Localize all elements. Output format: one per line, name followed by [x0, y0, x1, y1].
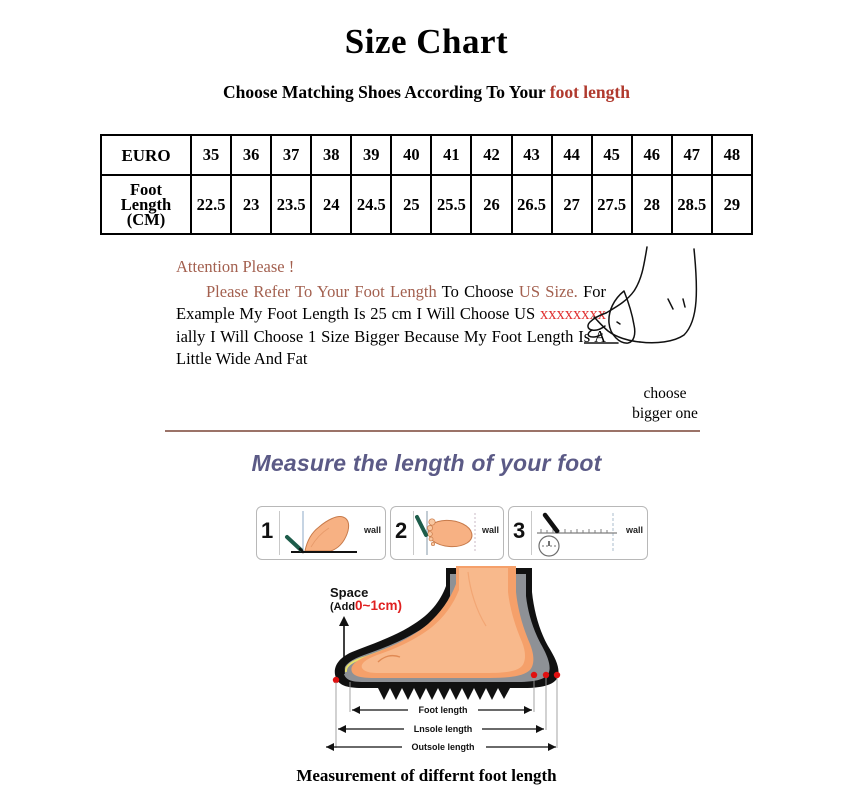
foot-label-line1: Foot — [129, 180, 163, 199]
dimension-label-outsole-length: Outsole length — [412, 742, 475, 752]
measure-step-1: 1 wall — [256, 506, 386, 560]
cm-cell-12: 28.5 — [670, 174, 713, 235]
table-row-euro: EURO 35 36 37 38 39 40 41 42 43 44 45 46… — [100, 134, 754, 176]
step-2-wall-label: wall — [481, 525, 499, 535]
step-1-number: 1 — [261, 518, 274, 543]
dimension-label-insole-length: Lnsole length — [414, 724, 473, 734]
step-2-divider — [413, 511, 415, 555]
attention-seg5: For Example My Foot Length Is 25 cm I Wi… — [176, 281, 607, 324]
attention-heading: Attention Please ! — [176, 257, 295, 276]
cm-cell-1: 23 — [230, 174, 273, 235]
measure-step-2: 2 wall — [390, 506, 504, 560]
measure-steps: 1 wall 2 wall — [256, 506, 648, 560]
foot-in-shoe-diagram: Foot length Lnsole length Outsole length — [318, 562, 598, 758]
euro-cell-2: 37 — [270, 134, 313, 176]
step-1-divider — [279, 511, 281, 555]
size-table-wrapper: EURO 35 36 37 38 39 40 41 42 43 44 45 46… — [100, 134, 754, 235]
table-row-foot-length: Foot Length (CM) 22.5 23 23.5 24 24.5 25… — [100, 174, 754, 235]
choose-caption-line1: choose — [643, 385, 687, 402]
foot-in-shoe-illustration: Foot length Lnsole length Outsole length — [326, 566, 561, 752]
cm-cell-2: 23.5 — [270, 174, 313, 235]
attention-seg2: Foot Length — [354, 281, 437, 301]
choose-caption-line2: bigger one — [632, 405, 698, 422]
euro-cell-5: 40 — [390, 134, 433, 176]
cm-cell-4: 24.5 — [350, 174, 393, 235]
euro-cell-12: 47 — [670, 134, 713, 176]
subtitle-highlight: foot length — [549, 82, 630, 102]
step-1-foot-side-icon — [285, 511, 357, 554]
cm-cell-0: 22.5 — [189, 174, 233, 235]
section-divider — [165, 430, 700, 432]
attention-body: Please Refer To Your Foot Length To Choo… — [176, 281, 606, 371]
cm-cell-11: 28 — [630, 174, 673, 235]
attention-seg7: ially I Will Choose 1 Size Bigger Becaus… — [176, 326, 606, 369]
foot-outline-sketch-icon — [583, 243, 724, 373]
euro-cell-7: 42 — [470, 134, 513, 176]
cm-cell-8: 26.5 — [510, 174, 553, 235]
attention-seg3: To Choose — [436, 281, 519, 301]
step-3-number: 3 — [513, 518, 526, 543]
subtitle-text: Choose Matching Shoes According To Your — [223, 82, 550, 102]
cm-cell-10: 27.5 — [590, 174, 633, 235]
dimension-label-foot-length: Foot length — [419, 705, 468, 715]
space-label-range: 0~1cm) — [355, 598, 402, 613]
euro-cell-4: 39 — [350, 134, 393, 176]
cm-cell-5: 25 — [390, 174, 433, 235]
attention-seg4: US Size. — [518, 281, 578, 301]
step-3-wall-label: wall — [625, 525, 643, 535]
euro-cell-1: 36 — [230, 134, 273, 176]
space-label-add: (Add — [330, 601, 356, 613]
row-header-foot-length: Foot Length (CM) — [100, 174, 192, 235]
step-2-number: 2 — [395, 518, 408, 543]
choose-bigger-caption: choose bigger one — [595, 384, 735, 424]
step-2-foot-top-icon — [415, 511, 476, 555]
euro-cell-10: 45 — [590, 134, 633, 176]
cm-cell-13: 29 — [710, 174, 754, 235]
euro-cell-9: 44 — [550, 134, 593, 176]
row-header-euro: EURO — [100, 134, 192, 176]
cm-cell-6: 25.5 — [430, 174, 473, 235]
attention-seg6: xxxxxxxx — [540, 304, 606, 323]
euro-cell-3: 38 — [310, 134, 353, 176]
page-title: Size Chart — [344, 22, 509, 61]
euro-cell-0: 35 — [189, 134, 233, 176]
step-3-divider — [531, 511, 533, 555]
bottom-caption: Measurement of differnt foot length — [296, 766, 557, 785]
euro-cell-11: 46 — [630, 134, 673, 176]
step-3-ruler-icon — [537, 512, 617, 557]
space-label-line1: Space — [330, 585, 369, 600]
attention-block: Attention Please ! Please Refer To Your … — [176, 256, 606, 371]
euro-cell-6: 41 — [430, 134, 473, 176]
foot-label-line2: Length — [120, 195, 172, 214]
size-table: EURO 35 36 37 38 39 40 41 42 43 44 45 46… — [100, 134, 754, 235]
step-1-wall-label: wall — [363, 525, 381, 535]
space-add-label: Space (Add0~1cm) — [330, 586, 402, 614]
measure-step-3: 3 wall — [508, 506, 648, 560]
space-label-line2: (Add0~1cm) — [330, 599, 402, 614]
page-subtitle: Choose Matching Shoes According To Your … — [0, 82, 853, 103]
measure-section-heading: Measure the length of your foot — [251, 450, 602, 476]
cm-cell-3: 24 — [310, 174, 353, 235]
euro-cell-8: 43 — [510, 134, 553, 176]
attention-seg1: Please Refer To Your — [206, 281, 355, 301]
cm-cell-7: 26 — [470, 174, 513, 235]
cm-cell-9: 27 — [550, 174, 593, 235]
euro-cell-13: 48 — [710, 134, 754, 176]
foot-label-line3: (CM) — [126, 210, 166, 229]
